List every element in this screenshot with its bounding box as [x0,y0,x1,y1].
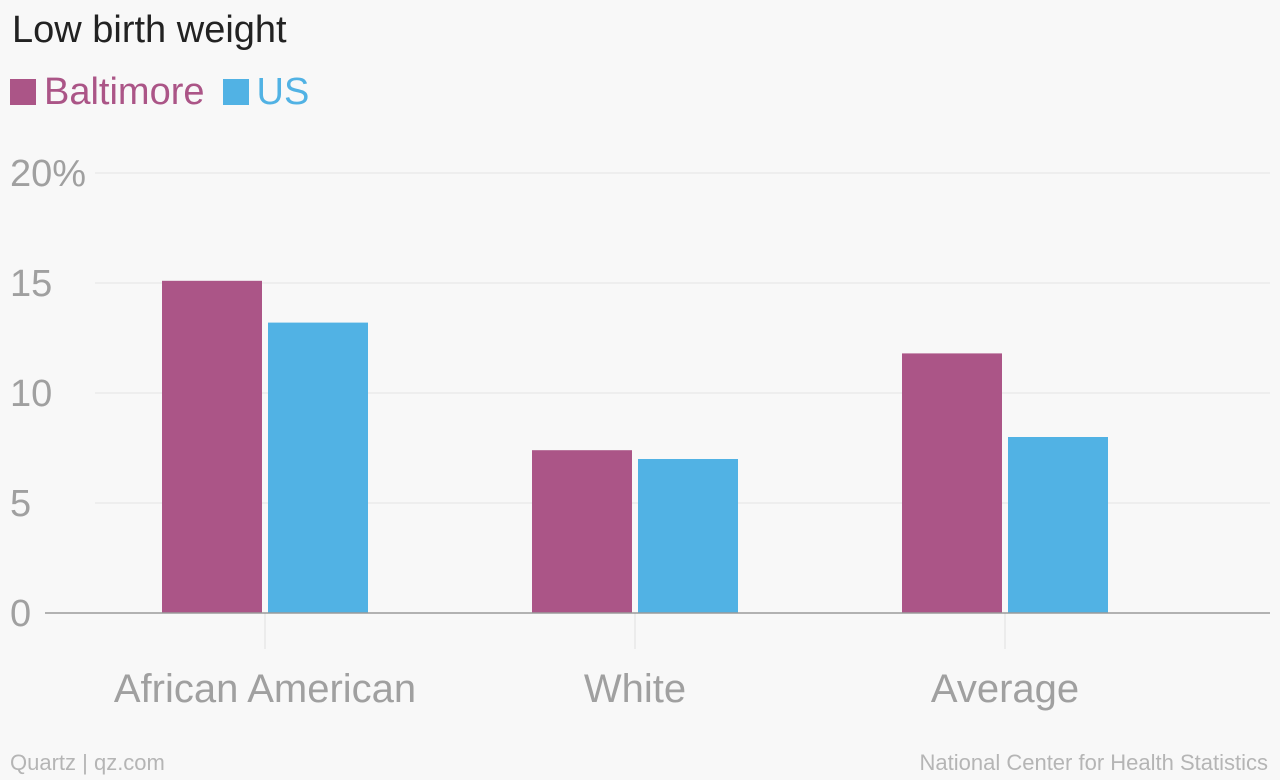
x-tick-label: White [584,667,686,711]
legend: Baltimore US [10,70,327,114]
y-tick-label: 20% [10,153,86,195]
chart-title: Low birth weight [12,9,287,51]
bar-us-african-american [268,322,368,613]
legend-swatch-us [222,79,249,105]
y-tick-label: 0 [10,593,31,635]
bar-us-white [638,459,738,613]
y-tick-label: 15 [10,263,52,305]
bar-baltimore-white [532,450,632,613]
footer-source: National Center for Health Statistics [919,750,1269,775]
y-tick-label: 10 [10,373,52,415]
legend-swatch-baltimore [10,79,36,105]
legend-label-us: US [256,71,310,113]
x-tick-label: Average [931,667,1079,711]
legend-label-baltimore: Baltimore [44,71,205,113]
bar-baltimore-african-american [162,280,262,613]
legend-item-us: US [222,70,310,114]
x-tick-label: African American [114,667,416,711]
footer-credit: Quartz | qz.com [10,750,165,775]
bar-us-average [1008,437,1108,613]
legend-item-baltimore: Baltimore [10,70,205,114]
bar-baltimore-average [902,353,1002,613]
bar-chart: 0 5 10 15 20% African American White Average [10,153,1270,711]
y-tick-label: 5 [10,483,31,525]
